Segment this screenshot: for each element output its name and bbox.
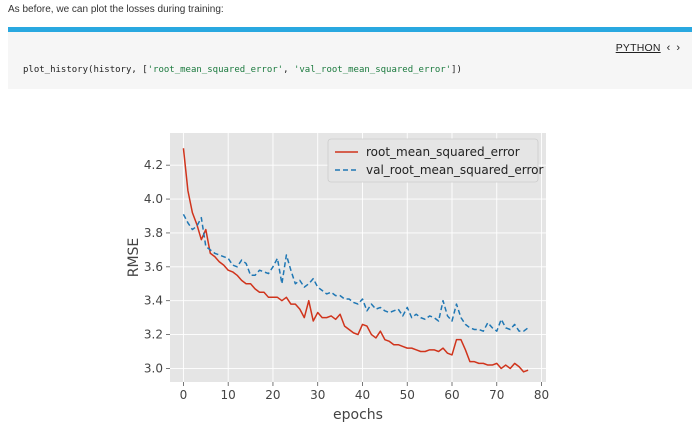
y-tick-label: 3.4 xyxy=(144,294,163,308)
language-label[interactable]: PYTHON xyxy=(615,42,661,54)
chevron-right-icon[interactable]: › xyxy=(676,42,680,54)
chevron-left-icon[interactable]: ‹ xyxy=(666,42,671,54)
code-line: plot_history(history, ['root_mean_square… xyxy=(23,65,462,75)
y-tick-labels: 3.0 3.2 3.4 3.6 3.8 4.0 4.2 xyxy=(144,158,170,375)
series-line-root-mean-squared-error xyxy=(182,148,529,373)
code-separator: , xyxy=(283,65,294,75)
chart-legend: root_mean_squared_error val_root_mean_squ… xyxy=(327,138,543,183)
x-tick-label: 70 xyxy=(489,388,504,402)
x-tick-label: 10 xyxy=(221,388,236,402)
y-tick-label: 4.2 xyxy=(144,158,163,172)
x-tick-label: 20 xyxy=(265,388,280,402)
y-axis-label: RMSE xyxy=(126,238,142,278)
code-string-arg: 'val_root_mean_squared_error' xyxy=(293,65,452,75)
loss-chart-figure: 0 10 20 30 40 50 60 70 80 3.0 3.2 3.4 3.6 3.8 4.0 4.2 … xyxy=(0,110,700,425)
x-tick-label: 40 xyxy=(355,388,370,402)
x-axis-label: epochs xyxy=(333,407,383,423)
x-tick-label: 30 xyxy=(310,388,325,402)
x-tick-label: 50 xyxy=(400,388,415,402)
y-tick-label: 4.0 xyxy=(144,192,163,206)
legend-entry: root_mean_squared_error xyxy=(366,145,520,159)
series-line-val-root-mean-squared-error xyxy=(182,213,529,332)
x-tick-label: 0 xyxy=(180,388,188,402)
code-call: plot_history(history, [ xyxy=(23,65,148,75)
x-tick-label: 80 xyxy=(534,388,549,402)
y-tick-label: 3.0 xyxy=(144,361,163,375)
intro-paragraph: As before, we can plot the losses during… xyxy=(8,4,224,15)
legend-box xyxy=(327,138,539,183)
code-language-bar: PYTHON ‹ › xyxy=(616,42,680,54)
x-tick-labels: 0 10 20 30 40 50 60 70 80 xyxy=(180,382,549,402)
code-close: ]) xyxy=(451,65,462,75)
series-lines xyxy=(182,148,529,373)
y-tick-label: 3.2 xyxy=(144,328,163,342)
loss-chart: 0 10 20 30 40 50 60 70 80 3.03.23.43.63.84.04.2 … xyxy=(126,133,549,423)
code-block: PYTHON ‹ › plot_history(history, ['root_… xyxy=(8,27,692,89)
y-tick-label: 3.8 xyxy=(144,226,163,240)
code-string-arg: 'root_mean_squared_error' xyxy=(147,65,284,75)
x-tick-label: 60 xyxy=(444,388,459,402)
legend-entry: val_root_mean_squared_error xyxy=(366,163,543,177)
y-tick-label: 3.6 xyxy=(144,260,163,274)
